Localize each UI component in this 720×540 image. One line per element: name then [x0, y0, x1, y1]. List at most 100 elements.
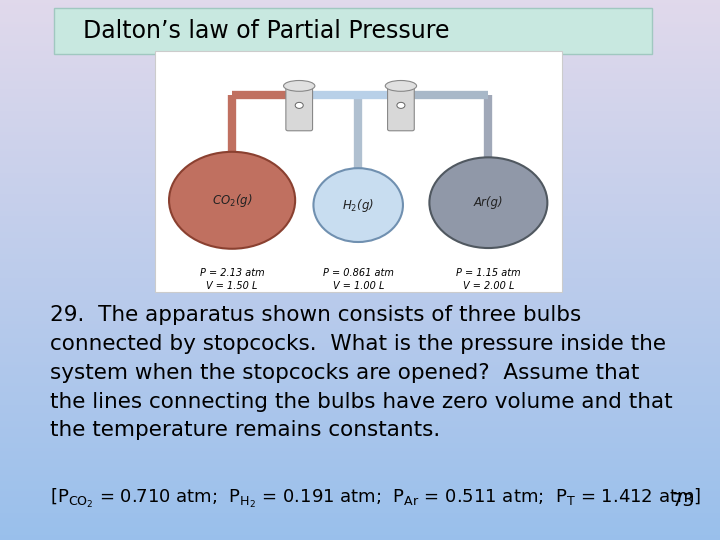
Text: 29.  The apparatus shown consists of three bulbs
connected by stopcocks.  What i: 29. The apparatus shown consists of thre… [50, 305, 673, 440]
Bar [0, 454, 720, 456]
Bar [0, 113, 720, 116]
Bar [0, 418, 720, 421]
Text: H$_2$(g): H$_2$(g) [342, 197, 374, 214]
Bar [0, 208, 720, 211]
Bar [0, 467, 720, 470]
Bar [0, 54, 720, 57]
Bar [0, 402, 720, 405]
Bar [0, 472, 720, 475]
Bar [0, 459, 720, 462]
Bar [0, 386, 720, 389]
Bar [0, 367, 720, 370]
Bar [0, 456, 720, 459]
Bar [0, 284, 720, 286]
Bar [0, 500, 720, 502]
Bar [0, 432, 720, 435]
Bar [0, 532, 720, 535]
Bar [0, 205, 720, 208]
Bar [0, 3, 720, 5]
Bar [0, 89, 720, 92]
Bar [0, 11, 720, 14]
Bar [0, 410, 720, 413]
Bar [0, 400, 720, 402]
Bar [0, 256, 720, 259]
Bar [0, 297, 720, 300]
Bar [0, 416, 720, 418]
Bar [0, 170, 720, 173]
Bar [0, 57, 720, 59]
Bar [0, 324, 720, 327]
Bar [0, 354, 720, 356]
Bar [0, 192, 720, 194]
Bar [0, 321, 720, 324]
Bar [0, 76, 720, 78]
Bar [0, 213, 720, 216]
Bar [0, 94, 720, 97]
Bar [0, 524, 720, 526]
Bar [0, 332, 720, 335]
Bar [0, 248, 720, 251]
Text: 73: 73 [672, 492, 695, 510]
Bar [0, 143, 720, 146]
FancyBboxPatch shape [387, 84, 414, 131]
Bar [0, 470, 720, 472]
Bar [0, 475, 720, 478]
Bar [0, 448, 720, 451]
Bar [0, 319, 720, 321]
Bar [0, 24, 720, 27]
Bar [0, 230, 720, 232]
Bar [0, 167, 720, 170]
Bar [0, 370, 720, 373]
Bar [0, 502, 720, 505]
Bar [0, 265, 720, 267]
Bar [0, 310, 720, 313]
Bar [0, 127, 720, 130]
Bar [0, 526, 720, 529]
Text: P = 2.13 atm
V = 1.50 L: P = 2.13 atm V = 1.50 L [199, 267, 264, 291]
Bar [0, 165, 720, 167]
Bar [0, 46, 720, 49]
Bar [0, 397, 720, 400]
FancyBboxPatch shape [54, 8, 652, 54]
Bar [0, 35, 720, 38]
Bar [0, 111, 720, 113]
Bar [0, 30, 720, 32]
Bar [0, 135, 720, 138]
Bar [0, 173, 720, 176]
Bar [0, 43, 720, 46]
Bar [0, 119, 720, 122]
Bar [0, 100, 720, 103]
Bar [0, 108, 720, 111]
Bar [0, 451, 720, 454]
Bar [0, 478, 720, 481]
Bar [0, 202, 720, 205]
Bar [0, 267, 720, 270]
Bar [0, 392, 720, 394]
Text: Dalton’s law of Partial Pressure: Dalton’s law of Partial Pressure [83, 19, 449, 43]
Bar [0, 243, 720, 246]
Bar [0, 219, 720, 221]
Bar [0, 375, 720, 378]
Bar [0, 200, 720, 202]
Bar [0, 535, 720, 537]
Bar [0, 65, 720, 68]
Bar [0, 232, 720, 235]
Bar [0, 140, 720, 143]
Bar [0, 516, 720, 518]
Bar [0, 116, 720, 119]
Bar [0, 286, 720, 289]
Circle shape [397, 103, 405, 109]
Bar [0, 408, 720, 410]
Bar [0, 373, 720, 375]
Bar [0, 356, 720, 359]
Bar [0, 494, 720, 497]
Bar [0, 275, 720, 278]
Bar [0, 405, 720, 408]
Bar [0, 38, 720, 40]
Bar [0, 489, 720, 491]
Bar [0, 462, 720, 464]
Bar [0, 481, 720, 483]
Bar [0, 154, 720, 157]
Bar [0, 316, 720, 319]
Bar [0, 151, 720, 154]
